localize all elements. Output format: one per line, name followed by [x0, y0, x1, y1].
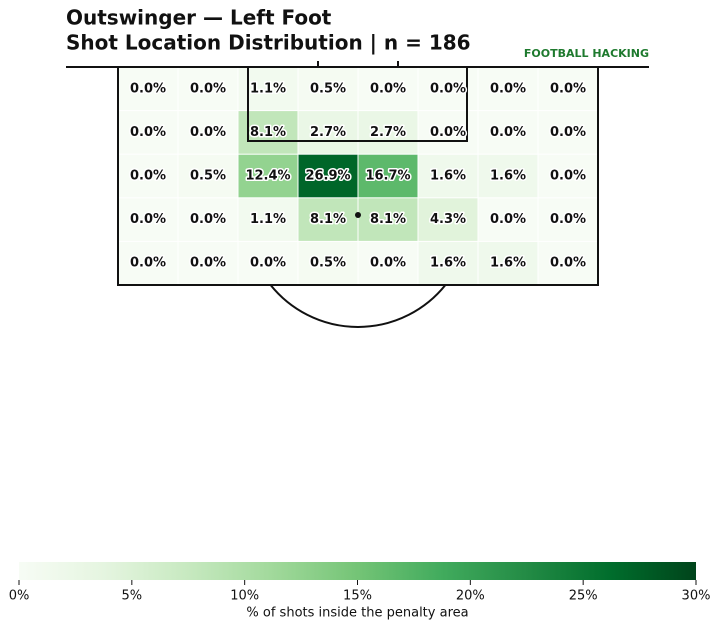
penalty-spot — [355, 212, 361, 218]
cell-label: 0.5% — [310, 81, 346, 96]
heat-cell — [118, 111, 178, 154]
heat-cell — [478, 111, 538, 154]
cell-label: 0.0% — [370, 256, 406, 271]
pitch-lines — [66, 61, 649, 328]
heat-cell — [178, 154, 238, 198]
cell-label: 0.0% — [190, 81, 226, 96]
heat-cell — [178, 111, 238, 154]
cell-label: 0.0% — [250, 256, 286, 271]
heat-cell — [178, 241, 238, 285]
chart-title: Outswinger — Left Foot — [66, 6, 332, 30]
heatmap-cells — [118, 67, 598, 285]
heat-cell — [358, 241, 418, 285]
cell-label: 1.6% — [430, 256, 466, 271]
colorbar-tick-label: 20% — [456, 589, 485, 604]
heat-cell — [298, 111, 358, 154]
heat-cell — [418, 154, 478, 198]
cell-label: 0.0% — [130, 169, 166, 184]
cell-label: 0.0% — [550, 81, 586, 96]
cell-label: 0.0% — [490, 81, 526, 96]
heat-cell — [358, 154, 418, 198]
cell-label: 0.0% — [130, 212, 166, 227]
colorbar-tick-label: 10% — [230, 589, 259, 604]
cell-label: 12.4% — [245, 169, 290, 184]
cell-label: 0.0% — [130, 81, 166, 96]
cell-label: 1.1% — [250, 212, 286, 227]
colorbar-tick-label: 15% — [343, 589, 372, 604]
cell-label: 26.9% — [305, 169, 350, 184]
penalty-arc — [269, 284, 447, 328]
cell-label: 0.5% — [310, 256, 346, 271]
cell-label: 0.0% — [550, 169, 586, 184]
heat-cell — [538, 198, 598, 241]
cell-label: 1.6% — [430, 169, 466, 184]
colorbar — [19, 562, 696, 580]
cell-label: 0.0% — [130, 125, 166, 140]
colorbar-label: % of shots inside the penalty area — [246, 606, 468, 621]
heat-cell — [478, 241, 538, 285]
heat-cell — [178, 198, 238, 241]
heat-cell — [238, 241, 298, 285]
cell-label: 0.0% — [490, 125, 526, 140]
colorbar-tick-label: 30% — [682, 589, 711, 604]
heat-cell — [298, 241, 358, 285]
cell-label: 1.6% — [490, 169, 526, 184]
cell-label: 0.0% — [430, 81, 466, 96]
heat-cell — [478, 154, 538, 198]
cell-label: 0.0% — [550, 125, 586, 140]
cell-label: 8.1% — [310, 212, 346, 227]
heat-cell — [538, 111, 598, 154]
cell-label: 0.0% — [190, 125, 226, 140]
cell-label: 0.0% — [430, 125, 466, 140]
heat-cell — [118, 198, 178, 241]
cell-label: 2.7% — [370, 125, 406, 140]
cell-label: 16.7% — [365, 169, 410, 184]
cell-label: 0.0% — [550, 212, 586, 227]
heat-cell — [358, 111, 418, 154]
colorbar-tick-label: 5% — [122, 589, 143, 604]
heat-cell — [538, 241, 598, 285]
cell-label: 0.0% — [190, 256, 226, 271]
six-yard-box — [247, 66, 468, 142]
colorbar-tick-label: 25% — [569, 589, 598, 604]
heat-cell — [118, 67, 178, 111]
heat-cell — [358, 198, 418, 241]
cell-label: 8.1% — [250, 125, 286, 140]
heat-cell — [298, 198, 358, 241]
cell-label: 8.1% — [370, 212, 406, 227]
heat-cell — [478, 67, 538, 111]
cell-label: 0.0% — [490, 212, 526, 227]
heat-cell — [418, 198, 478, 241]
cell-label: 0.0% — [130, 256, 166, 271]
chart-subtitle: Shot Location Distribution | n = 186 — [66, 31, 471, 55]
heat-cell — [358, 67, 418, 111]
heat-cell — [118, 241, 178, 285]
heat-cell — [118, 154, 178, 198]
colorbar-tick-label: 0% — [9, 589, 30, 604]
heat-cell — [538, 154, 598, 198]
cell-label: 1.6% — [490, 256, 526, 271]
heat-cell — [298, 67, 358, 111]
brand: FOOTBALL HACKING — [524, 47, 649, 60]
heat-cell — [538, 67, 598, 111]
cell-label: 1.1% — [250, 81, 286, 96]
cell-label: 0.0% — [370, 81, 406, 96]
heat-cell — [238, 154, 298, 198]
cell-labels: 0.0% 0.0% 1.1% 0.5% 0.0% 0.0% 0.0% 0.0% 0.0% 0.0%… — [128, 80, 587, 272]
heat-cell — [478, 198, 538, 241]
cell-label: 4.3% — [430, 212, 466, 227]
heat-cell — [298, 154, 358, 198]
cell-label: 2.7% — [310, 125, 346, 140]
heat-cell — [178, 67, 238, 111]
cell-label: 0.0% — [550, 256, 586, 271]
heat-cell — [418, 241, 478, 285]
cell-label: 0.0% — [190, 212, 226, 227]
cell-label: 0.5% — [190, 169, 226, 184]
heat-cell — [238, 198, 298, 241]
